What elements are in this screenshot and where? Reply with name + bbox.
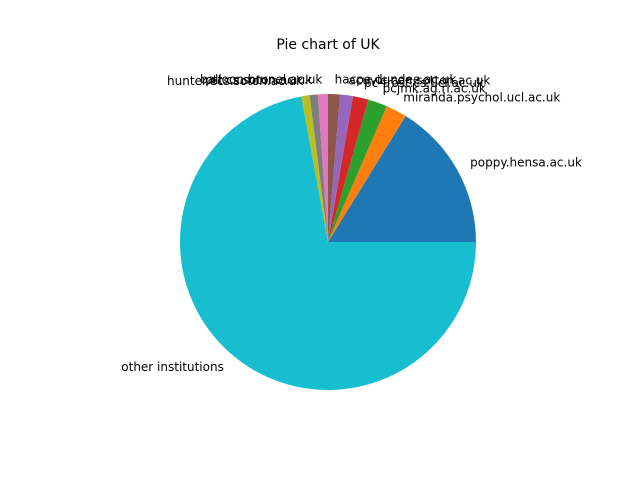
pie-slice-6 xyxy=(317,94,328,242)
pie-label-6: balloon.brunel.ac.uk xyxy=(200,72,322,86)
pie-slice-5 xyxy=(328,94,341,242)
pie-label-7: ptt.cs.soton.ac.uk xyxy=(205,73,312,87)
pie-slice-9 xyxy=(180,96,477,391)
pie-label-9: other institutions xyxy=(121,360,224,374)
pie-label-4: acuvic.cen.sotton.ac.uk xyxy=(348,73,490,87)
pie-label-1: miranda.psychol.ucl.ac.uk xyxy=(403,91,560,105)
pie-slice-8 xyxy=(301,95,328,242)
pie-slice-2 xyxy=(328,99,387,242)
pie-slice-4 xyxy=(328,94,353,243)
pie-label-5: hacpe.dundee.ac.uk xyxy=(335,72,457,86)
pie-slices xyxy=(180,94,477,391)
pie-label-0: poppy.hensa.ac.uk xyxy=(470,156,582,170)
pie-slice-7 xyxy=(309,94,328,242)
pie-label-2: pcjmk.ag.rl.ac.uk xyxy=(383,82,486,96)
pie-slice-3 xyxy=(328,96,369,242)
pie-labels: poppy.hensa.ac.uk miranda.psychol.ucl.ac.… xyxy=(121,72,582,374)
chart-title: Pie chart of UK xyxy=(276,37,380,53)
pie-slice-0 xyxy=(328,116,476,242)
pie-slice-1 xyxy=(328,106,406,242)
pie-label-3: pc-frost.cs.ucl.ac.uk xyxy=(364,76,484,90)
pie-label-8: hunter.ecs.soton.ac.uk xyxy=(167,74,303,88)
